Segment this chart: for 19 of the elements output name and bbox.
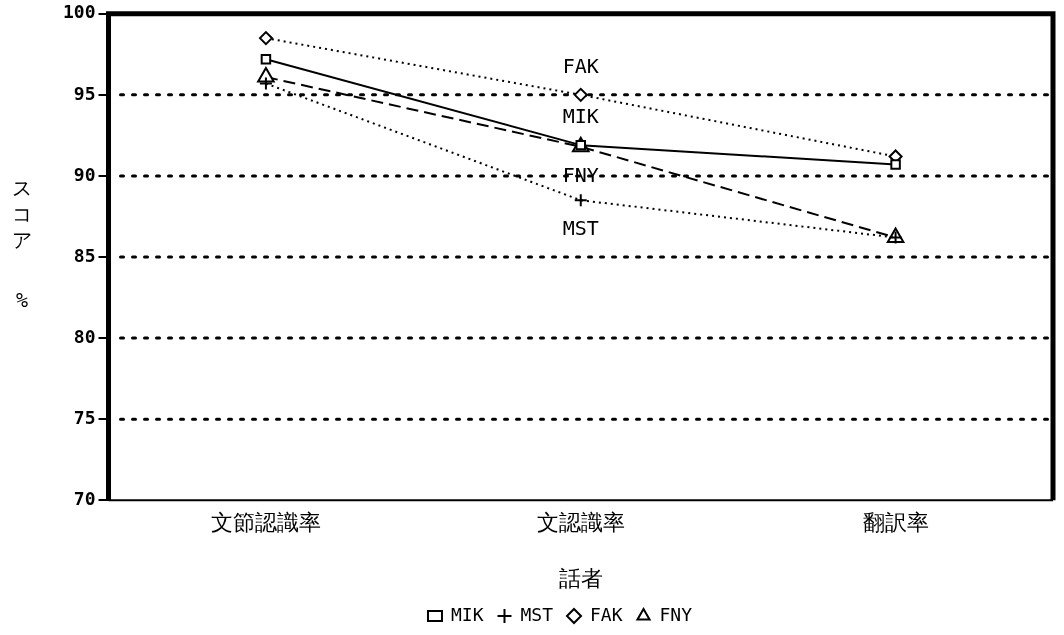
text: FAK <box>562 54 599 79</box>
legend-label: MST <box>520 603 554 625</box>
y-tick-label: 75 <box>73 406 96 428</box>
legend-label: MIK <box>450 603 484 625</box>
y-tick-label: 100 <box>63 1 96 23</box>
x-tick-label: 文節認識率 <box>210 510 321 536</box>
legend-label: FNY <box>659 603 693 625</box>
y-tick-label: 80 <box>73 325 96 347</box>
x-axis-title: 話者 <box>558 565 603 591</box>
x-tick-label: 翻訳率 <box>862 510 929 536</box>
y-tick-label: 95 <box>73 82 96 104</box>
y-tick-label: 90 <box>73 163 96 185</box>
legend-label: FAK <box>590 603 623 625</box>
y-tick-label: 70 <box>73 487 96 509</box>
text: MST <box>562 216 599 241</box>
text: スコア % <box>12 176 32 313</box>
x-tick-label: 文認識率 <box>536 510 625 536</box>
text: MIK <box>562 104 599 129</box>
y-tick-label: 85 <box>73 244 96 266</box>
